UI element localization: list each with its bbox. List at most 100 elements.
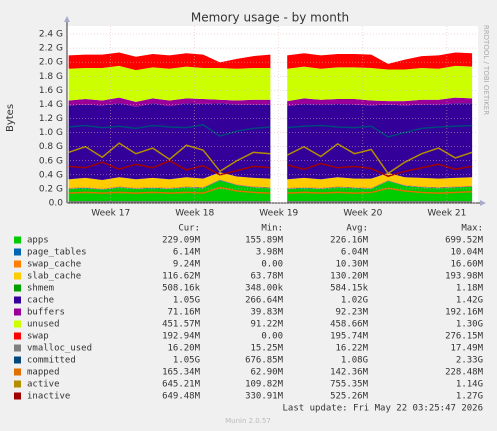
legend-stat: 1.27G	[456, 392, 483, 402]
legend-stat: 9.24M	[173, 260, 201, 270]
x-tick-label: Week 19	[259, 209, 298, 219]
legend-label: buffers	[27, 308, 65, 318]
legend-label: active	[27, 380, 60, 390]
y-tick-label: 1.0 G	[39, 128, 63, 138]
x-tick-label: Week 17	[91, 209, 130, 219]
area	[68, 172, 473, 189]
legend-header: Avg:	[346, 224, 368, 234]
legend-stat: 1.02G	[341, 296, 368, 306]
legend-label: committed	[27, 356, 76, 366]
legend-label: cache	[27, 296, 54, 306]
legend-swatch	[14, 296, 21, 304]
legend-stat: 116.62M	[162, 272, 201, 282]
legend-stat: 755.35M	[330, 380, 369, 390]
legend-stat: 192.94M	[162, 332, 201, 342]
legend-stat: 1.42G	[456, 296, 483, 306]
area	[68, 65, 473, 102]
area	[68, 180, 473, 190]
legend-stat: 6.04M	[341, 248, 369, 258]
legend-stat: 228.48M	[445, 368, 484, 378]
legend-swatch	[14, 260, 21, 268]
last-update: Last update: Fri May 22 03:25:47 2026	[283, 404, 483, 414]
legend-swatch	[14, 272, 21, 280]
area	[68, 180, 473, 203]
footer: Munin 2.0.57	[225, 417, 271, 425]
legend-stat: 0.00	[261, 332, 283, 342]
legend-stat: 584.15k	[330, 284, 369, 294]
legend-stat: 276.15M	[445, 332, 484, 342]
y-tick-label: 0.0	[49, 199, 64, 209]
legend-stat: 1.14G	[456, 380, 483, 390]
legend-stat: 16.20M	[167, 344, 200, 354]
legend-stat: 10.04M	[450, 248, 483, 258]
legend-stat: 10.30M	[335, 260, 368, 270]
legend-stat: 92.23M	[335, 308, 368, 318]
legend-label: vmalloc_used	[27, 344, 92, 354]
y-tick-label: 0.2 G	[39, 184, 63, 194]
legend-stat: 1.05G	[173, 296, 200, 306]
legend-stat: 6.14M	[173, 248, 201, 258]
y-tick-label: 1.8 G	[39, 72, 63, 82]
legend-stat: 15.25M	[250, 344, 283, 354]
legend-stat: 193.98M	[445, 272, 484, 282]
legend-swatch	[14, 320, 21, 328]
legend-swatch	[14, 380, 21, 388]
legend-stat: 645.21M	[162, 380, 201, 390]
x-tick-label: Week 21	[427, 209, 466, 219]
line	[68, 142, 473, 175]
legend-stat: 226.16M	[330, 236, 369, 246]
y-arrow	[64, 16, 70, 22]
legend-stat: 229.09M	[162, 236, 201, 246]
legend-stat: 39.83M	[250, 308, 283, 318]
legend-label: swap_cache	[27, 260, 81, 270]
legend-label: shmem	[27, 284, 54, 294]
legend-stat: 142.36M	[330, 368, 369, 378]
line	[68, 124, 473, 138]
legend-stat: 676.85M	[245, 356, 284, 366]
legend-swatch	[14, 308, 21, 316]
legend-stat: 508.16k	[162, 284, 201, 294]
legend-stat: 330.91M	[245, 392, 284, 402]
area	[68, 179, 473, 190]
legend-swatch	[14, 248, 21, 256]
y-tick-label: 2.4 G	[39, 30, 63, 40]
legend-stat: 0.00	[261, 260, 283, 270]
legend-swatch	[14, 236, 21, 244]
legend-label: mapped	[27, 368, 60, 378]
side-note: RRDTOOL / TOBI OETIKER	[482, 25, 490, 115]
legend-swatch	[14, 344, 21, 352]
axes	[64, 16, 486, 206]
legend-swatch	[14, 356, 21, 364]
legend-stat: 699.52M	[445, 236, 484, 246]
legend-header: Max:	[461, 224, 483, 234]
legend-swatch	[14, 392, 21, 400]
legend-header: Cur:	[178, 224, 200, 234]
x-tick-label: Week 20	[343, 209, 382, 219]
y-tick-label: 2.0 G	[39, 58, 63, 68]
legend-swatch	[14, 284, 21, 292]
legend-label: swap	[27, 332, 49, 342]
line	[68, 186, 473, 194]
legend-stat: 17.49M	[450, 344, 483, 354]
legend-stat: 1.05G	[173, 356, 200, 366]
legend-stat: 62.90M	[250, 368, 283, 378]
legend-label: unused	[27, 320, 60, 330]
legend-stat: 649.48M	[162, 392, 201, 402]
legend-stat: 16.60M	[450, 260, 483, 270]
y-tick-label: 1.4 G	[39, 100, 63, 110]
legend-label: slab_cache	[27, 272, 81, 282]
legend-stat: 195.74M	[330, 332, 369, 342]
legend-label: apps	[27, 236, 49, 246]
chart-title: Memory usage - by month	[191, 11, 349, 25]
legend-header: Min:	[261, 224, 283, 234]
y-tick-label: 0.6 G	[39, 156, 63, 166]
legend-stat: 192.16M	[445, 308, 484, 318]
legend-stat: 155.89M	[245, 236, 284, 246]
legend-stat: 266.64M	[245, 296, 284, 306]
y-tick-label: 1.6 G	[39, 86, 63, 96]
legend-stat: 1.18M	[456, 284, 484, 294]
legend-swatch	[14, 368, 21, 376]
legend-stat: 130.20M	[330, 272, 369, 282]
legend-stat: 1.08G	[341, 356, 368, 366]
